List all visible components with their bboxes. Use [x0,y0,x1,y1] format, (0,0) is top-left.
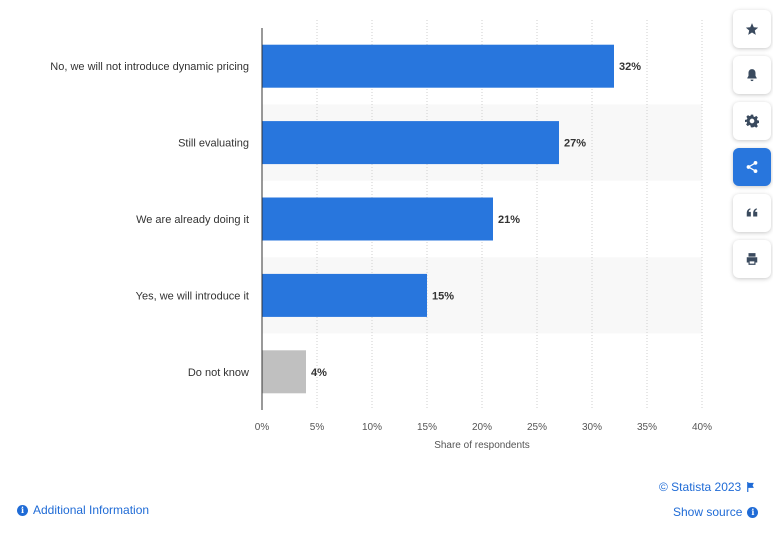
info-icon: i [17,504,28,516]
cite-button[interactable] [733,194,771,232]
x-tick-label: 15% [417,422,437,433]
x-axis-title: Share of respondents [434,440,530,451]
x-tick-label: 10% [362,422,382,433]
bar [262,121,559,165]
x-tick-label: 0% [255,422,270,433]
star-icon [745,23,759,35]
copyright-text: © Statista 2023 [659,480,742,494]
additional-information-label: Additional Information [33,503,150,517]
data-label: 27% [564,138,586,150]
chart-toolbar [733,10,771,286]
share-button[interactable] [733,148,771,186]
x-tick-label: 20% [472,422,492,433]
category-label: No, we will not introduce dynamic pricin… [50,61,249,73]
print-button[interactable] [733,240,771,278]
x-tick-label: 5% [310,422,325,433]
show-source-link[interactable]: Show source i [673,505,759,519]
x-tick-label: 40% [692,422,712,433]
data-label: 21% [498,214,520,226]
category-label: Yes, we will introduce it [136,290,249,302]
gear-icon [745,114,759,128]
printer-icon [746,253,758,265]
show-source-label: Show source [673,505,743,519]
bar [262,44,614,88]
category-label: Still evaluating [178,138,249,150]
flag-icon [746,482,755,492]
data-label: 32% [619,61,641,73]
quote-icon [746,208,758,217]
x-tick-label: 35% [637,422,657,433]
data-label: 4% [311,367,327,379]
favorite-button[interactable] [733,10,771,48]
bar-chart: 32% No, we will not introduce dynamic pri… [50,20,712,451]
additional-information-link[interactable]: i Additional Information [17,503,149,517]
share-icon [746,161,758,173]
x-tick-label: 25% [527,422,547,433]
copyright-link[interactable]: © Statista 2023 [659,480,755,494]
category-label: Do not know [188,367,249,379]
category-label: We are already doing it [136,214,249,226]
settings-button[interactable] [733,102,771,140]
bar [262,273,427,317]
bar [262,197,493,241]
bar [262,350,306,394]
x-tick-label: 30% [582,422,602,433]
data-label: 15% [432,290,454,302]
notification-button[interactable] [733,56,771,94]
bell-icon [747,69,757,82]
info-icon: i [747,506,759,518]
